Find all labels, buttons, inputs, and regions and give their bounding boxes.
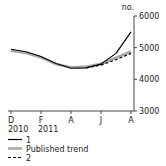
legend-label: Published trend: [26, 145, 88, 154]
annotation: 2010: [8, 125, 28, 134]
y-tick-label: 5000: [139, 44, 159, 53]
legend-swatch: [8, 157, 22, 158]
series-line: [11, 32, 131, 68]
x-tick: [11, 111, 12, 114]
x-tick: [101, 111, 102, 114]
annotation: 2011: [38, 125, 58, 134]
y-axis-line: [134, 16, 135, 111]
y-tick: [134, 111, 137, 112]
x-tick: [131, 111, 132, 114]
y-tick-label: 3000: [139, 107, 159, 116]
x-tick: [71, 111, 72, 114]
legend-label: 2: [26, 154, 31, 163]
x-tick-label: D: [8, 116, 14, 125]
series-line: [86, 53, 131, 68]
chart: 3000 4000 5000 6000 D F A J A 2010 2011 no. 1Publish…: [0, 0, 166, 166]
legend-label: 1: [26, 136, 31, 145]
x-tick-label: A: [68, 116, 74, 125]
legend-swatch: [8, 147, 22, 150]
legend-swatch: [8, 139, 22, 140]
plot-area: [11, 32, 131, 68]
y-tick-label: 6000: [139, 12, 159, 21]
x-tick: [41, 111, 42, 114]
x-tick-label: A: [128, 116, 134, 125]
y-tick: [134, 16, 137, 17]
title: no.: [122, 3, 134, 12]
y-tick-label: 4000: [139, 75, 159, 84]
y-tick: [134, 79, 137, 80]
x-tick-label: F: [39, 116, 44, 125]
x-tick-label: J: [99, 116, 102, 125]
page: {"chart_data": {"type": "line", "title":…: [0, 0, 166, 166]
y-tick: [134, 47, 137, 48]
